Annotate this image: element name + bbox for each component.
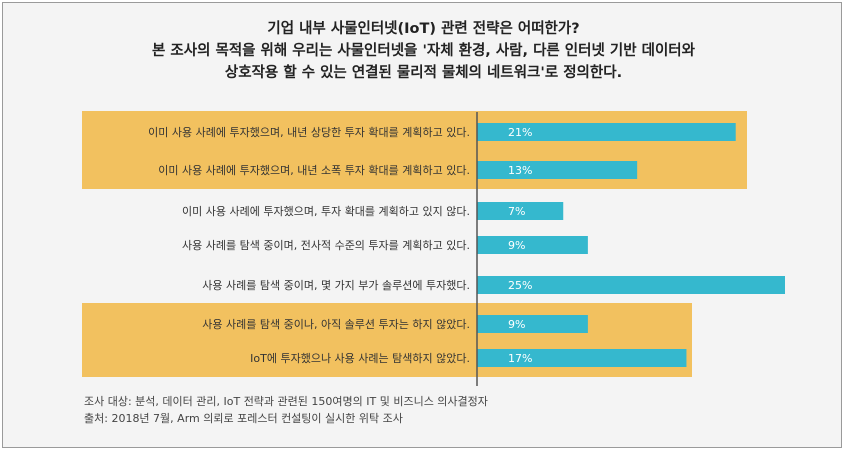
title-line-1: 기업 내부 사물인터넷(IoT) 관련 전략은 어떠한가? [267,21,580,37]
bar-value-label-6: 9% [508,318,525,331]
source-note: 출처: 2018년 7월, Arm 의뢰로 포레스터 컨설팅이 실시한 위탁 조… [84,412,403,425]
chart-title: 기업 내부 사물인터넷(IoT) 관련 전략은 어떠한가? 본 조사의 목적을 … [0,18,847,84]
highlight-band-1 [82,111,747,189]
category-label-7: IoT에 투자했으나 사용 사례는 탐색하지 않았다. [250,351,470,365]
bar-value-label-7: 17% [508,352,532,365]
category-label-5: 사용 사례를 탐색 중이며, 몇 가지 부가 솔루션에 투자했다. [202,279,470,292]
bar-value-label-5: 25% [508,279,532,292]
category-label-1: 이미 사용 사례에 투자했으며, 내년 상당한 투자 확대를 계획하고 있다. [148,125,470,139]
bar-5 [477,276,785,294]
bar-value-label-2: 13% [508,164,532,177]
bar-2 [477,161,638,179]
category-label-6: 사용 사례를 탐색 중이나, 아직 솔루션 투자는 하지 않았다. [202,317,470,331]
bar-value-label-3: 7% [508,205,525,218]
category-label-3: 이미 사용 사례에 투자했으며, 투자 확대를 계획하고 있지 않다. [182,204,470,218]
category-label-4: 사용 사례를 탐색 중이며, 전사적 수준의 투자를 계획하고 있다. [182,238,470,252]
bar-6 [477,315,588,333]
bar-4 [477,236,588,254]
title-line-2: 본 조사의 목적을 위해 우리는 사물인터넷을 '자체 환경, 사람, 다른 인… [152,43,695,59]
bar-3 [477,202,564,220]
bar-1 [477,123,736,141]
chart-footer: 조사 대상: 분석, 데이터 관리, IoT 전략과 관련된 150여명의 IT… [84,393,488,427]
survey-target-note: 조사 대상: 분석, 데이터 관리, IoT 전략과 관련된 150여명의 IT… [84,395,488,408]
category-label-2: 이미 사용 사례에 투자했으며, 내년 소폭 투자 확대를 계획하고 있다. [158,163,470,177]
title-line-3: 상호작용 할 수 있는 연결된 물리적 물체의 네트워크'로 정의한다. [224,65,623,81]
bar-value-label-4: 9% [508,239,525,252]
bar-7 [477,349,687,367]
bar-value-label-1: 21% [508,126,532,139]
